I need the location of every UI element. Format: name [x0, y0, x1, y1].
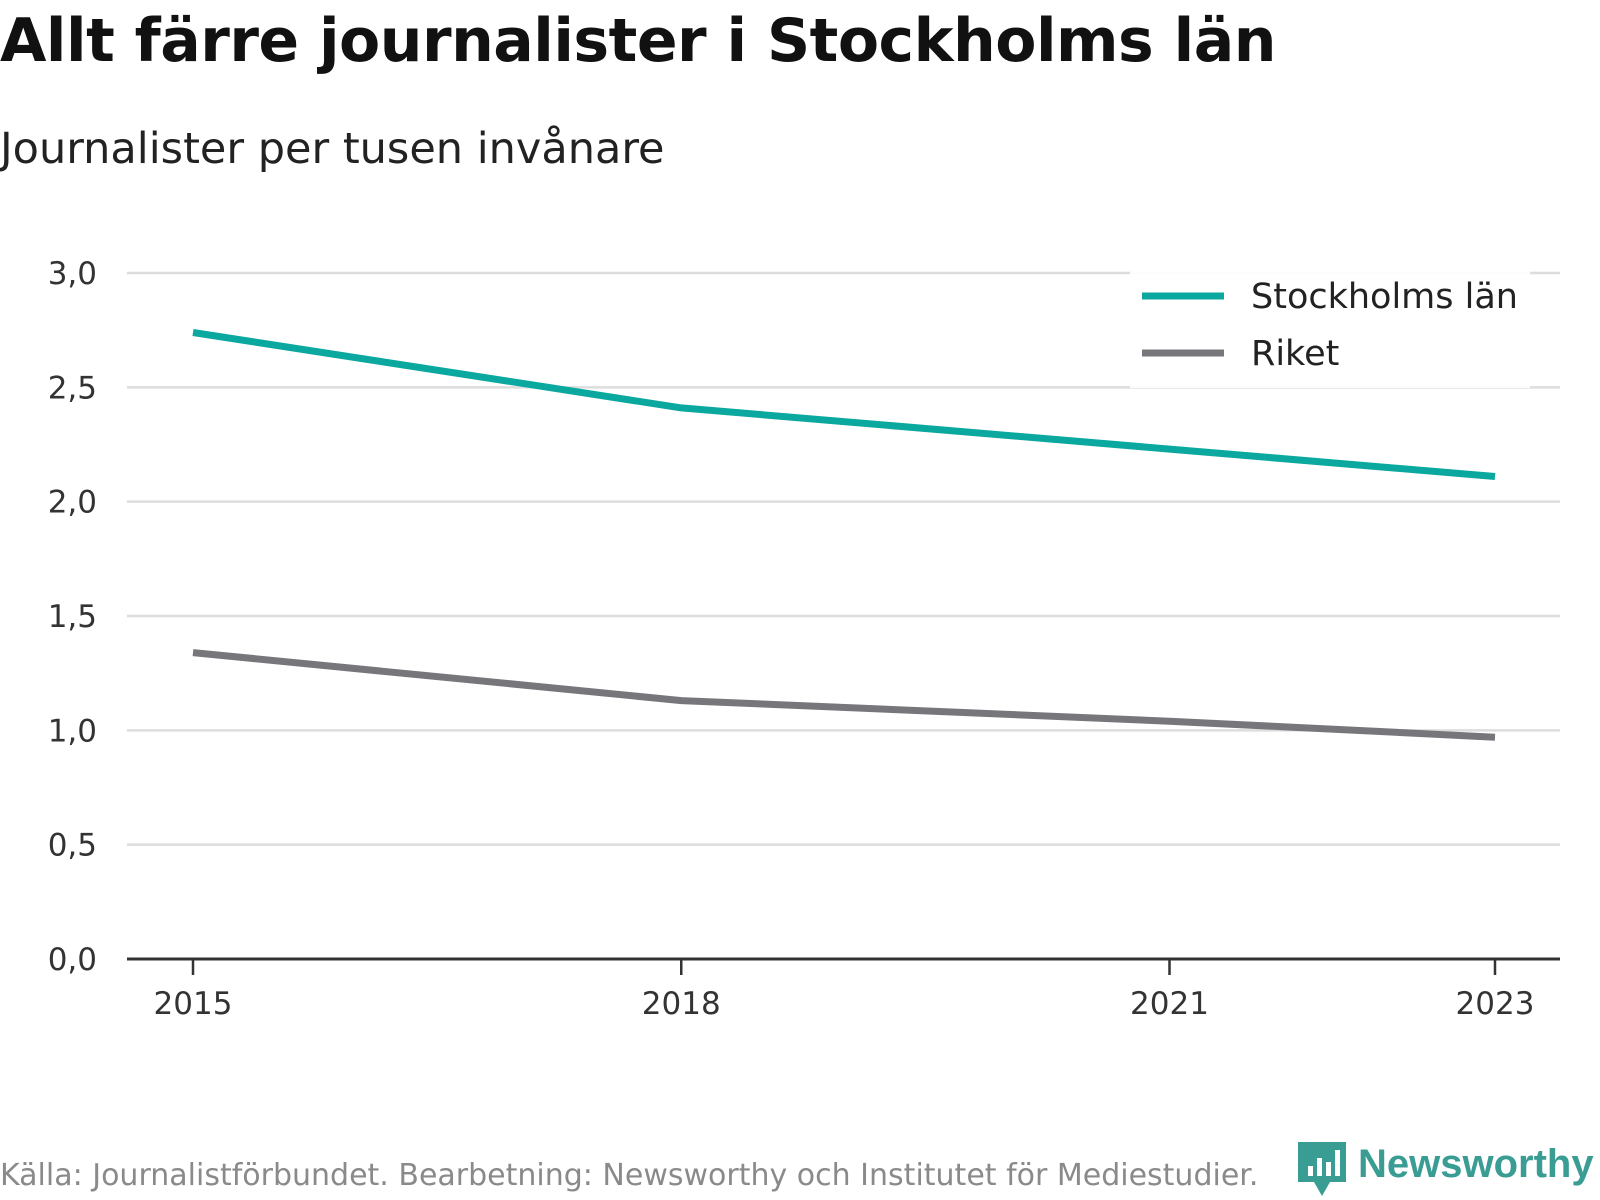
x-tick-label: 2018 — [642, 986, 721, 1022]
source-note: Källa: Journalistförbundet. Bearbetning:… — [0, 1158, 1259, 1193]
newsworthy-logo: Newsworthy — [1296, 1140, 1596, 1196]
legend-background — [1130, 271, 1530, 388]
y-tick-label: 2,0 — [48, 485, 97, 521]
y-tick-label: 0,0 — [48, 942, 97, 978]
logo-text: Newsworthy — [1358, 1142, 1594, 1186]
x-tick-label: 2023 — [1456, 986, 1535, 1022]
line-chart: 0,0 0,5 1,0 1,5 2,0 2,5 3,0 2015 2018 2021 2023 St… — [48, 256, 1560, 1022]
chart-subtitle: Journalister per tusen invånare — [0, 124, 665, 174]
x-tick-label: 2015 — [154, 986, 233, 1022]
newsworthy-logo-icon — [1298, 1142, 1346, 1196]
legend-label: Riket — [1251, 334, 1339, 374]
legend: Stockholms län Riket — [1130, 271, 1530, 388]
chart-title: Allt färre journalister i Stockholms län — [0, 6, 1276, 76]
y-tick-label: 2,5 — [48, 370, 97, 406]
series-line-riket — [192, 649, 1496, 741]
axes: 0,0 0,5 1,0 1,5 2,0 2,5 3,0 2015 2018 2021 2023 — [48, 256, 1560, 1022]
y-tick-label: 1,0 — [48, 713, 97, 749]
y-tick-label: 0,5 — [48, 828, 97, 864]
series-lines — [192, 329, 1496, 741]
legend-label: Stockholms län — [1251, 277, 1518, 317]
x-tick-label: 2021 — [1130, 986, 1209, 1022]
series-line-stockholms-l-n — [192, 329, 1496, 480]
y-tick-label: 3,0 — [48, 256, 97, 292]
y-tick-label: 1,5 — [48, 599, 97, 635]
